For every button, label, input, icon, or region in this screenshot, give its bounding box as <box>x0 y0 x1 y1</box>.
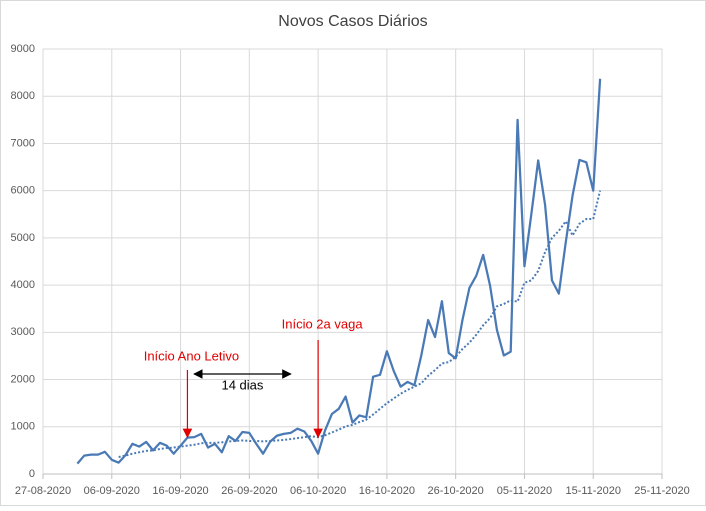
x-tick-label: 16-10-2020 <box>359 485 415 497</box>
x-tick-label: 26-10-2020 <box>428 485 484 497</box>
x-tick-label: 26-09-2020 <box>221 485 277 497</box>
moving-average-line <box>118 190 602 458</box>
x-tick-label: 06-10-2020 <box>290 485 346 497</box>
annotation-label: Início 2a vaga <box>282 316 364 331</box>
y-tick-label: 2000 <box>11 373 35 385</box>
x-tick-label: 25-11-2020 <box>634 485 689 497</box>
chart-title: Novos Casos Diários <box>278 13 427 30</box>
data-line <box>76 78 602 465</box>
annotation-label: Início Ano Letivo <box>144 348 239 363</box>
y-tick-label: 8000 <box>11 90 35 102</box>
y-tick-label: 7000 <box>11 137 35 149</box>
y-tick-label: 6000 <box>11 185 35 197</box>
x-tick-label: 05-11-2020 <box>497 485 552 497</box>
y-tick-label: 3000 <box>11 326 35 338</box>
annotation-label: 14 dias <box>221 377 263 392</box>
x-tick-label: 16-09-2020 <box>152 485 208 497</box>
y-tick-label: 5000 <box>11 232 35 244</box>
y-tick-label: 4000 <box>11 279 35 291</box>
y-tick-label: 1000 <box>11 421 35 433</box>
x-tick-label: 15-11-2020 <box>565 485 620 497</box>
y-tick-label: 0 <box>29 468 35 480</box>
x-tick-label: 06-09-2020 <box>84 485 140 497</box>
y-tick-label: 9000 <box>11 43 35 55</box>
x-tick-label: 27-08-2020 <box>15 485 71 497</box>
